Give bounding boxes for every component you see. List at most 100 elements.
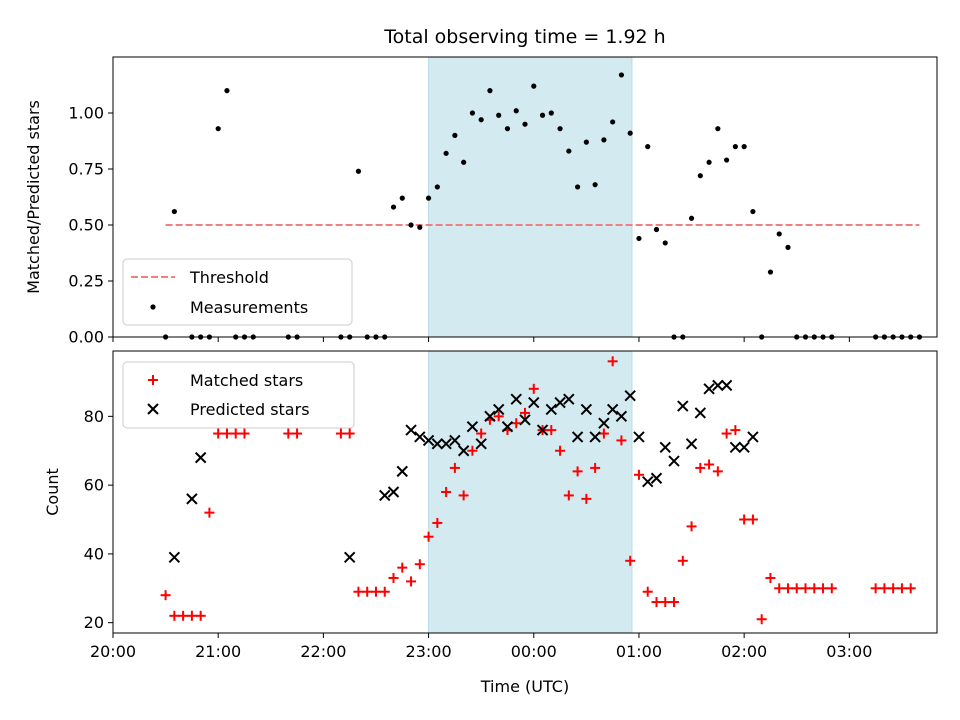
predicted-star-point [457,445,470,457]
matched-star-point [625,555,636,566]
measurement-point [487,88,493,94]
x-tick-label: 03:00 [826,642,872,661]
measurement-point [574,184,581,190]
matched-star-point [353,586,364,597]
matched-star-point [195,610,206,621]
measurement-point [434,184,440,190]
y-tick-label: 0.50 [68,216,104,235]
measurement-point [601,137,607,143]
predicted-star-point [720,379,733,392]
predicted-star-point [729,441,742,453]
measurement-point [697,173,703,179]
y-tick-label: 0.00 [68,328,104,347]
predicted-star-point [449,434,461,447]
matched-star-point [511,418,522,429]
count-x-axis-label: Time (UTC) [480,677,569,696]
legend-label: Predicted stars [190,400,310,419]
measurement-point [610,119,616,125]
y-tick-label: 80 [84,407,104,426]
predicted-star-point [484,410,496,423]
matched-star-point [458,490,469,501]
matched-star-point [896,583,907,594]
predicted-star-point [615,410,628,423]
predicted-star-point [598,417,610,429]
matched-star-point [572,466,583,477]
matched-star-point [774,583,785,594]
predicted-star-point [694,407,707,419]
measurement-point [566,148,572,154]
x-tick-label: 22:00 [300,642,346,661]
predicted-star-point [379,489,391,502]
predicted-star-point [194,451,207,464]
matched-star-point [169,610,180,621]
matched-star-point [642,586,653,597]
predicted-star-point [396,465,408,478]
measurement-point [522,121,528,127]
matched-star-point [449,462,460,473]
matched-star-point [818,583,829,594]
matched-star-point [283,428,294,439]
measurement-point [706,159,712,165]
matched-star-point [230,428,241,439]
matched-star-point [520,407,530,418]
ratio-axis-ticks: 0.00 0.25 0.50 0.75 1.00 [68,104,850,347]
measurement-point [224,88,230,94]
y-tick-label: 40 [84,544,104,563]
predicted-star-point [668,455,680,467]
measurement-point [171,208,177,215]
legend-label: Matched stars [190,371,303,390]
measurement-point [452,132,458,138]
matched-star-point [870,583,881,594]
legend-label: Measurements [190,298,308,317]
x-tick-label: 20:00 [90,642,136,661]
measurement-point [724,157,730,163]
predicted-star-point [343,551,356,564]
matched-star-point [590,462,601,473]
y-tick-label: 1.00 [68,104,104,123]
predicted-star-point [528,396,540,409]
matched-star-point [379,586,390,597]
x-tick-label: 21:00 [195,642,241,661]
matched-star-point [441,487,452,497]
measurement-point [355,168,362,174]
matched-star-point [160,590,171,601]
legend-box [122,361,355,429]
measurement-point [653,226,660,233]
matched-star-point [669,597,680,608]
measurement-point [215,126,221,132]
x-tick-label: 01:00 [616,642,662,661]
matched-star-point [888,583,899,594]
predicted-star-point [466,420,479,433]
measurement-point [662,240,668,246]
matched-star-point [335,428,346,439]
matched-star-point [677,555,688,566]
ratio-y-axis-label: Matched/Predicted stars [24,100,43,294]
measurement-point [496,112,502,118]
predicted-star-point [168,551,181,564]
predicted-star-point [440,438,452,450]
matched-star-point [221,428,232,439]
predicted-star-point [589,431,601,443]
matched-star-point [704,459,715,470]
matched-star-point [747,514,758,525]
predicted-star-point [747,431,759,443]
y-tick-label: 0.75 [68,160,104,179]
measurement-point [776,231,782,237]
matched-star-point [765,572,776,583]
predicted-star-point [642,475,654,488]
matched-star-point [414,559,425,570]
observing-window-band [428,56,633,338]
predicted-star-point [186,493,198,505]
measurement-point [504,126,511,132]
predicted-star-point [712,379,724,392]
count-series [160,356,916,625]
matched-star-point [178,610,189,621]
measurement-point [583,139,589,145]
measurement-point [767,269,774,275]
matched-star-point [616,435,627,446]
measurement-point [443,150,449,156]
predicted-star-point [580,403,593,416]
observing-window-band [428,350,633,634]
matched-star-point [148,375,158,385]
matched-star-point [633,469,644,480]
